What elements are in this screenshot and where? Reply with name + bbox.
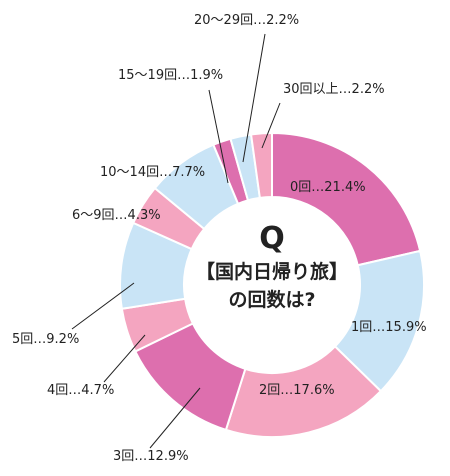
leader-line-3 bbox=[149, 387, 201, 449]
leader-line-8 bbox=[208, 89, 229, 184]
leader-line-9 bbox=[242, 33, 266, 163]
donut-hole bbox=[185, 198, 359, 372]
center-title: 【国内日帰り旅】 bbox=[196, 260, 348, 283]
slice-label-6: 6〜9回…4.3% bbox=[72, 208, 161, 223]
slice-label-7: 10〜14回…7.7% bbox=[100, 165, 205, 180]
slice-label-1: 1回…15.9% bbox=[351, 320, 427, 335]
slice-label-0: 0回…21.4% bbox=[290, 180, 366, 195]
slice-label-4: 4回…4.7% bbox=[47, 383, 114, 398]
slice-label-9: 20〜29回…2.2% bbox=[194, 13, 299, 28]
slice-10 bbox=[249, 131, 273, 199]
center-badge: Q bbox=[259, 221, 285, 256]
slice-label-5: 5回…9.2% bbox=[12, 332, 79, 347]
slice-label-2: 2回…17.6% bbox=[259, 383, 335, 398]
leader-line-4 bbox=[103, 334, 146, 383]
leader-line-5 bbox=[71, 282, 135, 330]
center-subtitle: の回数は? bbox=[228, 288, 315, 311]
slice-label-8: 15〜19回…1.9% bbox=[118, 68, 223, 83]
leader-line-10 bbox=[261, 102, 281, 149]
slice-label-10: 30回以上…2.2% bbox=[283, 82, 385, 97]
slice-label-3: 3回…12.9% bbox=[113, 449, 189, 464]
